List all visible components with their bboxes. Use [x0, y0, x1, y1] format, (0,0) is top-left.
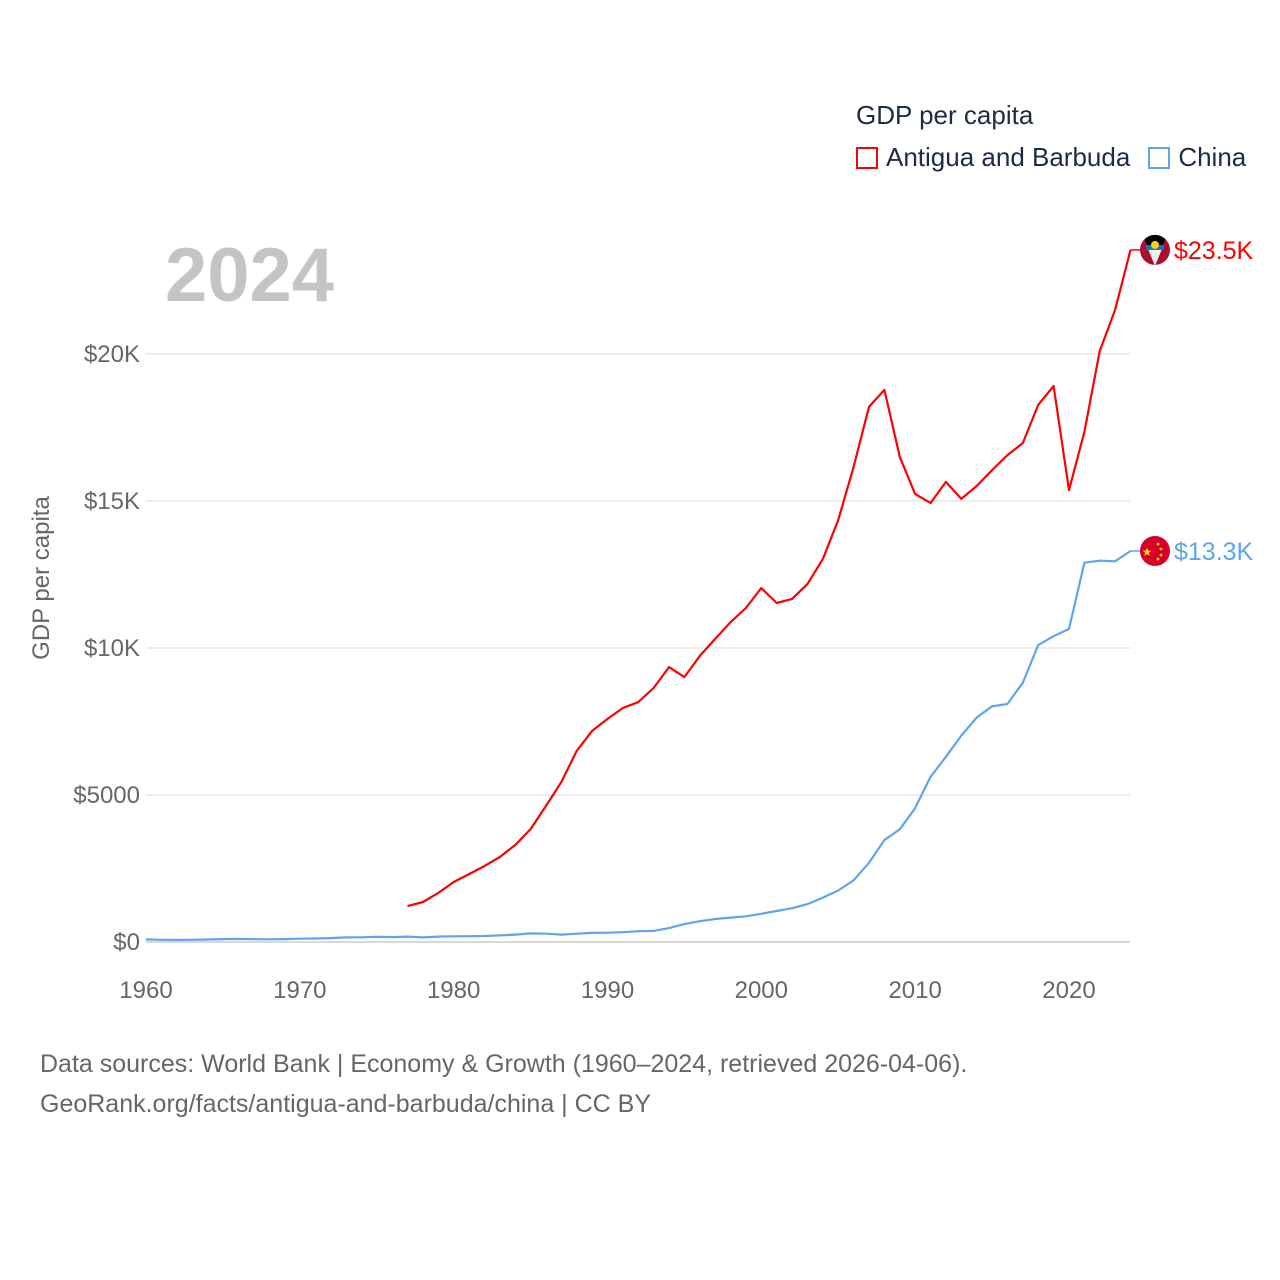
end-value-label: $13.3K [1174, 538, 1254, 566]
legend-item-china[interactable]: China [1148, 142, 1246, 173]
x-tick-label: 2000 [735, 977, 788, 1004]
legend-label: China [1178, 142, 1247, 172]
x-tick-label: 1990 [581, 977, 634, 1004]
footer: Data sources: World Bank | Economy & Gro… [40, 1044, 967, 1124]
legend-title: GDP per capita [856, 100, 1034, 130]
x-tick-label: 1960 [119, 977, 172, 1004]
y-tick-label: $0 [113, 929, 140, 956]
antigua-and-barbuda-flag-icon [1140, 234, 1170, 265]
x-tick-label: 1970 [273, 977, 326, 1004]
y-tick-label: $15K [84, 488, 140, 515]
y-axis-label: GDP per capita [28, 496, 55, 660]
x-tick-label: 2010 [888, 977, 941, 1004]
legend: Antigua and Barbuda China [856, 142, 1264, 173]
year-label: 2024 [165, 233, 335, 318]
data-source-text: Data sources: World Bank | Economy & Gro… [40, 1050, 968, 1078]
y-tick-label: $5000 [73, 782, 140, 809]
y-tick-label: $20K [84, 341, 140, 368]
x-tick-label: 1980 [427, 977, 480, 1004]
series-line-antigua [407, 249, 1132, 908]
svg-text:★: ★ [1142, 545, 1153, 559]
legend-swatch [856, 146, 878, 169]
end-value-label: $23.5K [1174, 237, 1254, 265]
y-tick-label: $10K [84, 635, 140, 662]
legend-swatch [1148, 146, 1171, 169]
china-flag-icon: ★ [1140, 535, 1170, 566]
x-tick-label: 2020 [1042, 977, 1095, 1004]
legend-label: Antigua and Barbuda [886, 142, 1131, 172]
series-line-china [145, 550, 1132, 941]
legend-item-antigua[interactable]: Antigua and Barbuda [856, 142, 1130, 173]
source-link[interactable]: GeoRank.org/facts/antigua-and-barbuda/ch… [40, 1090, 652, 1118]
